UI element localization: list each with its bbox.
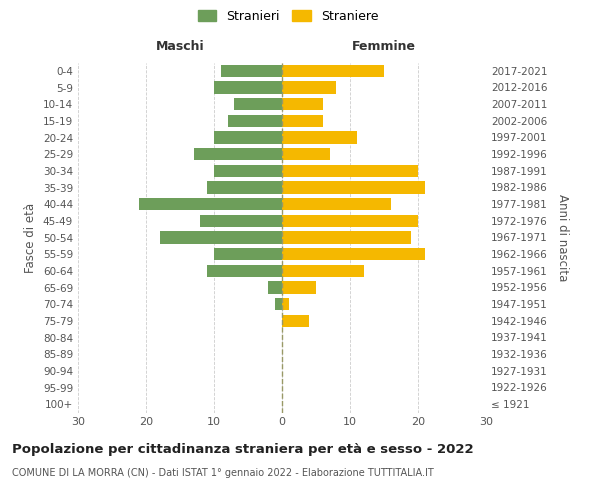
Y-axis label: Anni di nascita: Anni di nascita: [556, 194, 569, 281]
Bar: [282, 231, 411, 244]
Bar: [282, 281, 316, 293]
Bar: [282, 181, 425, 194]
Bar: [214, 248, 282, 260]
Bar: [282, 81, 337, 94]
Bar: [200, 214, 282, 227]
Legend: Stranieri, Straniere: Stranieri, Straniere: [194, 6, 382, 26]
Bar: [282, 314, 309, 327]
Bar: [282, 214, 418, 227]
Bar: [282, 198, 391, 210]
Bar: [282, 131, 357, 144]
Bar: [214, 164, 282, 177]
Bar: [214, 81, 282, 94]
Bar: [214, 131, 282, 144]
Bar: [282, 298, 289, 310]
Bar: [282, 264, 364, 277]
Bar: [227, 114, 282, 127]
Bar: [221, 64, 282, 77]
Text: Popolazione per cittadinanza straniera per età e sesso - 2022: Popolazione per cittadinanza straniera p…: [12, 442, 473, 456]
Bar: [194, 148, 282, 160]
Text: Femmine: Femmine: [352, 40, 416, 52]
Bar: [282, 98, 323, 110]
Bar: [207, 181, 282, 194]
Bar: [235, 98, 282, 110]
Bar: [282, 164, 418, 177]
Bar: [139, 198, 282, 210]
Bar: [282, 64, 384, 77]
Bar: [275, 298, 282, 310]
Text: COMUNE DI LA MORRA (CN) - Dati ISTAT 1° gennaio 2022 - Elaborazione TUTTITALIA.I: COMUNE DI LA MORRA (CN) - Dati ISTAT 1° …: [12, 468, 434, 477]
Bar: [282, 148, 329, 160]
Bar: [282, 248, 425, 260]
Y-axis label: Fasce di età: Fasce di età: [25, 202, 37, 272]
Bar: [207, 264, 282, 277]
Bar: [268, 281, 282, 293]
Bar: [282, 114, 323, 127]
Text: Maschi: Maschi: [155, 40, 205, 52]
Bar: [160, 231, 282, 244]
